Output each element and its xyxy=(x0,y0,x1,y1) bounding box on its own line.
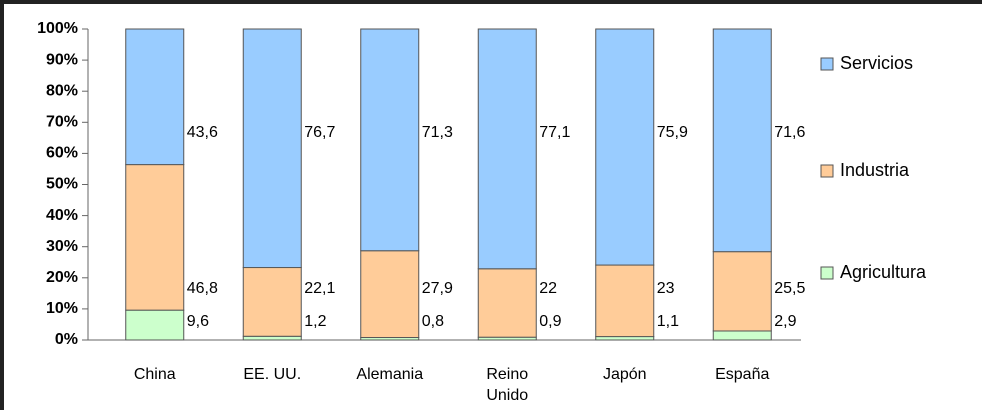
y-tick-label: 90% xyxy=(46,51,78,68)
y-tick-label: 70% xyxy=(46,114,78,131)
data-label: 43,6 xyxy=(187,124,218,141)
y-tick-label: 0% xyxy=(55,331,78,348)
bar-segment xyxy=(477,268,537,338)
legend-label: Servicios xyxy=(840,53,913,73)
bar-segment xyxy=(242,267,302,337)
x-tick-label: Alemania xyxy=(356,366,424,383)
bar-segment xyxy=(595,336,655,341)
data-label: 2,9 xyxy=(774,313,796,330)
y-tick-label: 30% xyxy=(46,238,78,255)
data-label: 27,9 xyxy=(422,280,453,297)
y-tick-label: 80% xyxy=(46,82,78,99)
y-tick-label: 60% xyxy=(46,145,78,162)
data-label: 9,6 xyxy=(187,313,209,330)
frame-left xyxy=(0,0,4,410)
data-label: 46,8 xyxy=(187,280,218,297)
legend-swatch xyxy=(820,164,834,178)
data-label: 22,1 xyxy=(304,280,335,297)
legend-swatch xyxy=(820,266,834,280)
bar-segment xyxy=(360,250,420,339)
bar-segment xyxy=(242,335,302,341)
bar-segment xyxy=(125,309,185,341)
data-label: 71,3 xyxy=(422,124,453,141)
bar-segment xyxy=(242,28,302,269)
data-label: 75,9 xyxy=(657,124,688,141)
bar-segment xyxy=(595,28,655,266)
bar-segment xyxy=(125,28,185,166)
legend-label: Industria xyxy=(840,160,910,180)
data-label: 1,1 xyxy=(657,313,679,330)
data-label: 23 xyxy=(657,280,675,297)
x-tick-label: Japón xyxy=(602,366,647,383)
bar-segment xyxy=(712,251,772,332)
bar-segment xyxy=(477,28,537,270)
x-tick-label: Reino Unido xyxy=(486,366,529,404)
data-label: 22 xyxy=(539,280,557,297)
y-tick-label: 100% xyxy=(37,20,78,37)
bar-segment xyxy=(595,264,655,338)
y-tick-label: 20% xyxy=(46,269,78,286)
legend-label: Agricultura xyxy=(840,262,927,282)
y-tick-label: 40% xyxy=(46,207,78,224)
data-label: 76,7 xyxy=(304,124,335,141)
frame-top xyxy=(0,0,982,4)
data-label: 0,9 xyxy=(539,313,561,330)
x-tick-label: EE. UU. xyxy=(243,366,302,383)
y-tick-label: 50% xyxy=(46,176,78,193)
bar-segment xyxy=(712,28,772,253)
legend-swatch xyxy=(820,57,834,71)
data-label: 0,8 xyxy=(422,313,444,330)
bar-segment xyxy=(360,28,420,252)
x-tick-label: China xyxy=(133,366,176,383)
bar-segment xyxy=(125,164,185,311)
y-tick-label: 10% xyxy=(46,300,78,317)
data-label: 77,1 xyxy=(539,124,570,141)
data-label: 71,6 xyxy=(774,124,805,141)
data-label: 1,2 xyxy=(304,313,326,330)
x-tick-label: España xyxy=(715,366,770,383)
data-label: 25,5 xyxy=(774,280,805,297)
bar-segment xyxy=(712,330,772,341)
